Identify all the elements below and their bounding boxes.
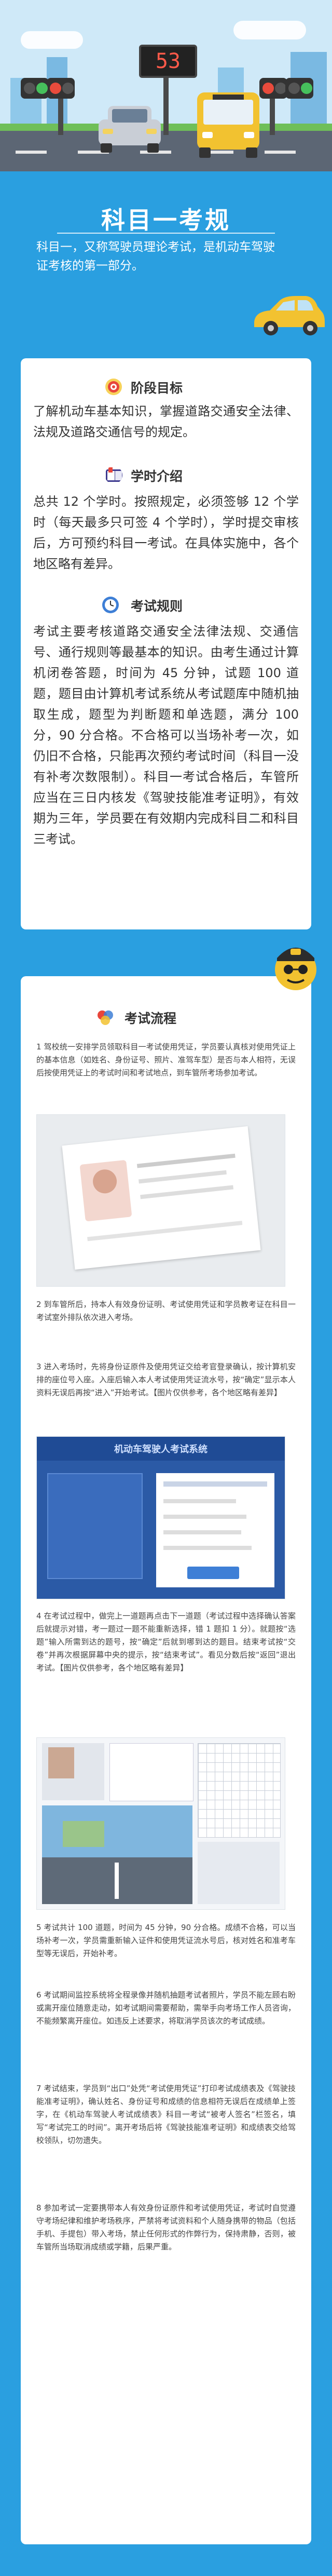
countdown-display: 53 (139, 45, 197, 78)
cloud (233, 21, 306, 39)
rules-card (21, 358, 311, 929)
process-step-5: 5 考试共计 100 道题，时间为 45 分钟，90 分合格。成绩不合格，可以当… (36, 1923, 296, 1958)
exam-login-screenshot: 机动车驾驶人考试系统 (36, 1436, 285, 1599)
process-step-1: 1 驾校统一安排学员领取科目一考试使用凭证，学员要认真核对使用凭证上的基本信息（… (36, 1042, 296, 1077)
road (0, 131, 332, 171)
bus-icon (197, 92, 259, 158)
section-title-goal: 阶段目标 (131, 381, 183, 396)
title-divider (57, 233, 275, 234)
goal-text: 了解机动车基本知识，掌握道路交通安全法律、法规及道路交通信号的规定。 (33, 404, 299, 439)
exam-question-screenshot (36, 1737, 285, 1910)
process-step-6: 6 考试期间监控系统将全程录像并随机抽题考试者照片，学员不能左顾右盼或离开座位随… (36, 1990, 296, 2026)
book-icon (106, 467, 122, 482)
intro-text: 科目一，又称驾驶员理论考试，是机动车驾驶证考核的第一部分。 (36, 240, 275, 273)
police-avatar-icon (275, 948, 316, 990)
photo-id-card (36, 1114, 285, 1287)
car-icon (99, 106, 161, 153)
target-icon (105, 379, 122, 395)
section-title-process: 考试流程 (125, 1011, 177, 1026)
car-icon (254, 296, 325, 335)
process-step-7: 7 考试结束，学员到“出口”处凭“考试使用凭证”打印考试成绩表及《驾驶技能准考证… (36, 2084, 296, 2145)
cloud (21, 31, 83, 49)
page-title: 科目一考规 (101, 206, 231, 234)
section-title-hours: 学时介绍 (131, 469, 183, 484)
process-step-3: 3 进入考场时，先将身份证原件及使用凭证交给考官登录确认，按计算机安排的座位号入… (36, 1362, 296, 1397)
rules-text: 考试主要考核道路交通安全法律法规、交通信号、通行规则等最基本的知识。由考生通过计… (33, 624, 299, 846)
hours-text: 总共 12 个学时。按照规定，必须签够 12 个学时（每天最多只可签 4 个学时… (33, 494, 299, 571)
process-step-2: 2 到车管所后，持本人有效身份证明、考试使用凭证和学员教考证在科目一考试室外排队… (36, 1300, 296, 1322)
process-step-4: 4 在考试过程中，做完上一道题再点击下一道题（考试过程中选择确认答案后就提示对错… (36, 1611, 296, 1673)
exam-system-title: 机动车驾驶人考试系统 (114, 1444, 208, 1455)
section-title-rules: 考试规则 (131, 599, 183, 614)
clock-icon (102, 597, 119, 613)
pole (163, 73, 169, 135)
hero-illustration: 53 (0, 0, 332, 171)
tricolor-circle-icon (98, 1010, 113, 1025)
process-step-8: 8 参加考试一定要携带本人有效身份证原件和考试使用凭证，考试时自觉遵守考场纪律和… (36, 2203, 296, 2251)
